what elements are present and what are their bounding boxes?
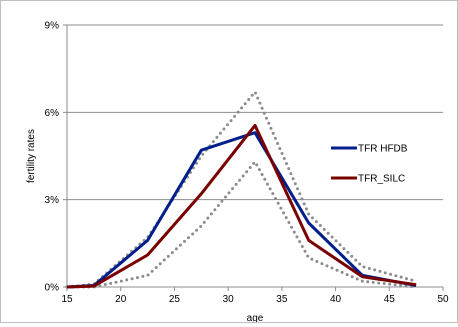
x-tick-label: 25 bbox=[169, 294, 181, 305]
line-chart: 0% 3% 6% 9% 15 20 25 30 35 40 45 50 age fertility rat… bbox=[26, 21, 449, 325]
axis-layer: 0% 3% 6% 9% 15 20 25 30 35 40 45 50 age fertility rat… bbox=[26, 21, 449, 325]
series-line-tfr-silc bbox=[66, 123, 417, 289]
bound-line-3 bbox=[65, 160, 418, 289]
x-tick-label: 40 bbox=[330, 294, 342, 305]
x-axis-title: age bbox=[247, 313, 264, 322]
x-tick-label: 35 bbox=[276, 294, 288, 305]
x-tick-label: 30 bbox=[223, 294, 235, 305]
y-tick-label: 3% bbox=[45, 195, 60, 206]
y-axis-title: fertility rates bbox=[26, 129, 37, 183]
x-tick-label: 20 bbox=[115, 294, 127, 305]
y-tick-label: 6% bbox=[45, 108, 60, 119]
series-layer bbox=[65, 90, 418, 289]
y-tick-label: 9% bbox=[45, 21, 60, 32]
legend-label-tfr-silc: TFR_SILC bbox=[358, 174, 405, 185]
x-tick-label: 15 bbox=[61, 294, 73, 305]
series-line-tfr-hfdb bbox=[66, 131, 417, 289]
legend: TFR HFDB TFR_SILC bbox=[331, 144, 408, 185]
x-tick-label: 45 bbox=[384, 294, 396, 305]
x-tick-label: 50 bbox=[437, 294, 449, 305]
grid-layer bbox=[67, 24, 443, 201]
y-tick-label: 0% bbox=[45, 283, 60, 294]
bound-line-2 bbox=[65, 90, 418, 289]
legend-label-tfr-hfdb: TFR HFDB bbox=[358, 144, 408, 155]
